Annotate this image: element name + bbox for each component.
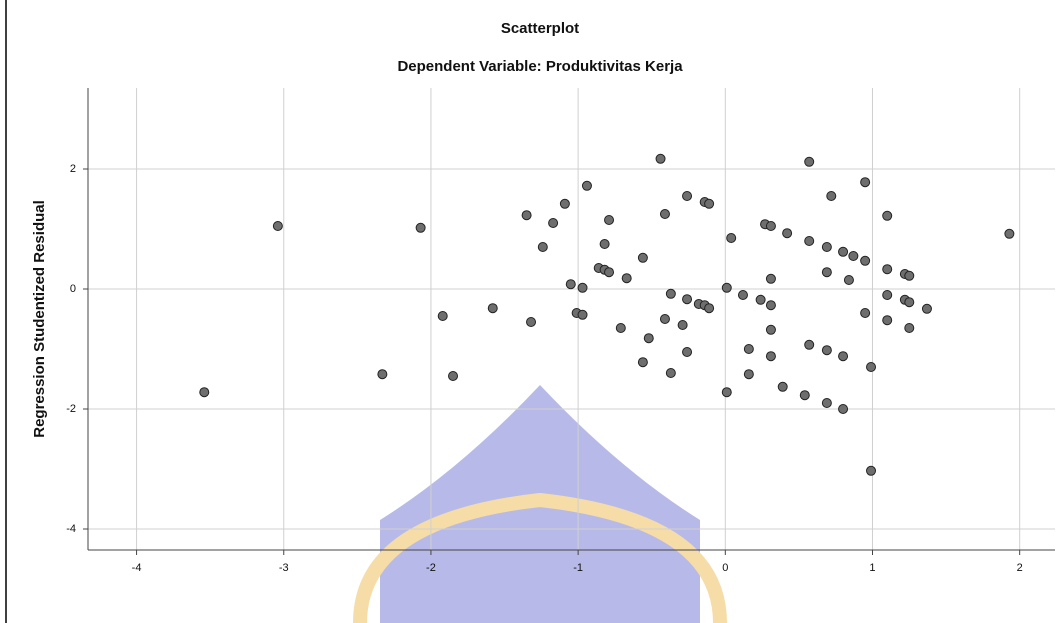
- point: [637, 357, 648, 368]
- point: [521, 210, 532, 221]
- point: [838, 351, 849, 362]
- point: [838, 246, 849, 257]
- point: [577, 282, 588, 293]
- point: [848, 251, 859, 261]
- point: [804, 156, 815, 167]
- point: [565, 279, 576, 290]
- point: [704, 198, 715, 209]
- point: [860, 177, 871, 188]
- point: [804, 236, 815, 246]
- point: [615, 323, 626, 333]
- point: [537, 242, 548, 252]
- point: [655, 153, 666, 164]
- point: [643, 333, 654, 344]
- point: [548, 218, 559, 228]
- point: [804, 339, 815, 350]
- point: [665, 288, 676, 299]
- point: [904, 323, 915, 333]
- y-tick-label: -4: [66, 523, 76, 535]
- point: [765, 300, 776, 311]
- point: [755, 294, 766, 305]
- point: [821, 267, 832, 278]
- y-tick-label: -2: [66, 403, 76, 415]
- point: [921, 303, 932, 314]
- point: [882, 210, 893, 221]
- x-tick-label: 1: [869, 562, 875, 574]
- point: [799, 390, 810, 401]
- point: [843, 275, 854, 285]
- point: [577, 309, 588, 320]
- y-tick-label: 0: [70, 283, 76, 295]
- point: [448, 371, 459, 381]
- point: [677, 320, 688, 330]
- point: [838, 404, 849, 414]
- point: [682, 294, 693, 305]
- chart-subtitle: Dependent Variable: Produktivitas Kerja: [397, 58, 683, 75]
- point: [737, 290, 748, 300]
- x-tick-label: 0: [722, 562, 728, 574]
- point: [860, 308, 871, 318]
- point: [860, 255, 871, 266]
- point: [904, 270, 915, 281]
- point: [866, 362, 877, 372]
- point: [487, 303, 498, 314]
- point: [721, 282, 732, 293]
- point: [437, 311, 448, 321]
- point: [765, 221, 776, 231]
- point: [821, 398, 832, 408]
- point: [765, 351, 776, 362]
- point: [765, 324, 776, 335]
- point: [743, 344, 754, 354]
- point: [765, 273, 776, 284]
- point: [377, 369, 388, 380]
- point: [777, 381, 788, 392]
- point: [665, 368, 676, 378]
- point: [637, 252, 648, 263]
- y-axis-label: Regression Studentized Residual: [31, 200, 48, 438]
- point: [415, 222, 426, 233]
- point: [659, 314, 670, 324]
- point: [1004, 228, 1015, 239]
- point: [743, 369, 754, 380]
- chart-title: Scatterplot: [501, 20, 579, 37]
- point: [721, 387, 732, 398]
- x-tick-label: 2: [1017, 562, 1023, 574]
- point: [882, 290, 893, 300]
- point: [659, 209, 670, 219]
- point: [526, 317, 537, 327]
- point: [272, 221, 283, 231]
- point: [682, 347, 693, 357]
- point: [199, 387, 210, 398]
- point: [826, 191, 837, 201]
- watermark: [353, 385, 727, 623]
- point: [621, 273, 632, 284]
- x-tick-label: -4: [132, 562, 142, 574]
- x-tick-label: -2: [426, 562, 436, 574]
- point: [682, 191, 693, 201]
- point: [559, 198, 570, 209]
- point: [604, 215, 615, 225]
- point: [599, 239, 610, 249]
- point: [882, 315, 893, 326]
- point: [581, 180, 592, 191]
- point: [821, 242, 832, 252]
- x-tick-label: -3: [279, 562, 289, 574]
- point: [821, 345, 832, 356]
- y-tick-label: 2: [70, 163, 76, 175]
- point: [904, 297, 915, 308]
- point: [726, 233, 737, 243]
- point: [866, 465, 877, 476]
- point: [782, 228, 793, 239]
- x-tick-label: -1: [573, 562, 583, 574]
- point: [882, 264, 893, 275]
- point: [604, 267, 615, 278]
- point: [704, 303, 715, 314]
